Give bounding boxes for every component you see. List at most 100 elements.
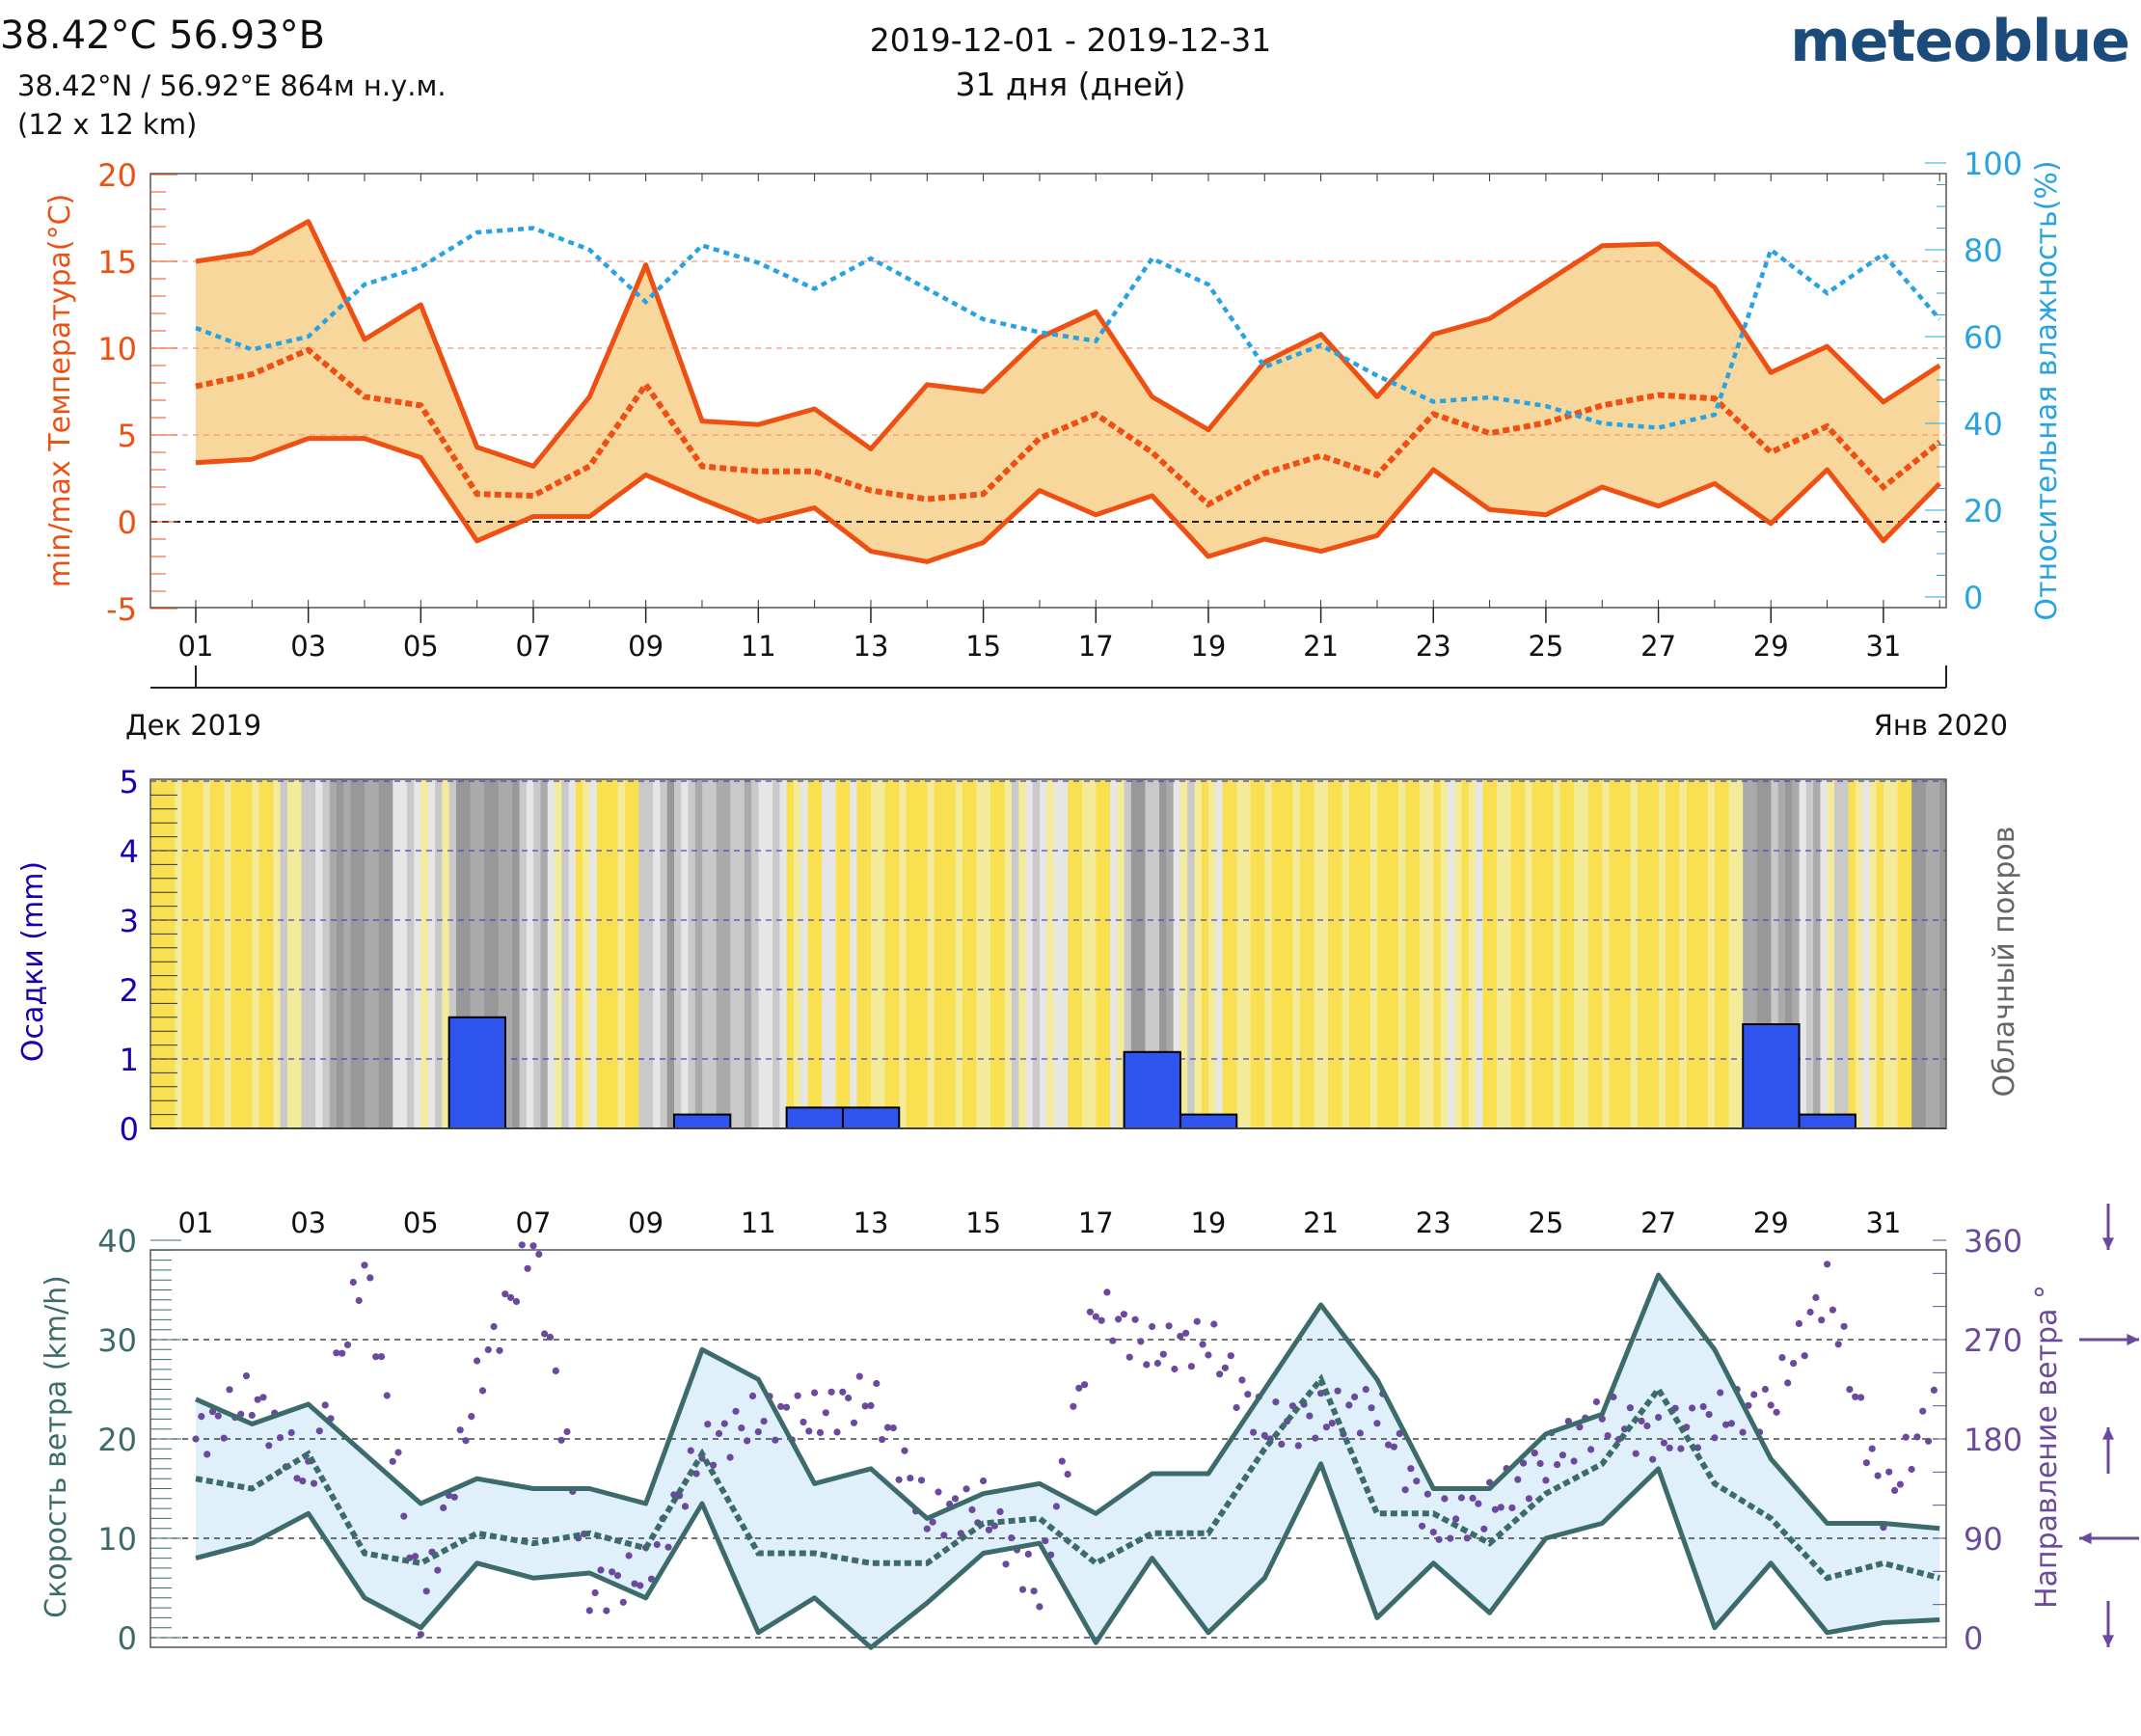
cloud-cover-strip [948,779,957,1128]
wind-direction-dot [1334,1387,1342,1395]
cloud-cover-strip [196,779,203,1128]
wind-direction-dot [1750,1391,1758,1398]
cloud-axis-title: Облачный покров [1988,827,2021,1098]
cloud-cover-strip [1890,779,1899,1128]
cloud-cover-strip [1320,779,1329,1128]
wind-direction-dot [1666,1444,1673,1451]
wind-direction-dot [1058,1457,1066,1465]
direction-tick-label: 270 [1964,1322,2022,1359]
cloud-cover-strip [1194,779,1203,1128]
wind-direction-dot [1711,1434,1719,1442]
wind-x-tick-label: 29 [1753,1207,1789,1239]
wind-direction-dot [422,1587,430,1595]
cloud-cover-strip [1566,779,1575,1128]
wind-direction-dot [1260,1431,1268,1439]
cloud-cover-strip [941,779,949,1128]
cloud-cover-strip [1756,779,1765,1128]
cloud-cover-strip [1068,779,1076,1128]
wind-direction-dot [951,1495,960,1503]
wind-direction-dot [923,1525,931,1533]
wind-min-line [195,1461,1940,1650]
wind-x-tick-label: 25 [1528,1207,1563,1239]
cloud-cover-strip [252,779,260,1128]
wind-direction-dot [372,1353,380,1361]
wind-direction-dot [1312,1434,1319,1442]
wind-direction-dot [901,1447,908,1454]
cloud-cover-strip [1848,779,1856,1128]
wind-direction-dot [748,1392,757,1399]
wind-direction-dot [1778,1354,1786,1362]
wind-direction-dot [321,1401,329,1409]
cloud-cover-strip [1074,779,1083,1128]
wind-direction-dot [1852,1393,1859,1400]
cloud-cover-strip [955,779,963,1128]
cloud-cover-strip [175,779,183,1128]
humidity-axis-title: Относительная влажность(%) [2030,160,2064,620]
wind-x-tick-label: 31 [1865,1207,1901,1239]
wind-direction-dot [552,1367,559,1374]
cloud-cover-strip [1391,779,1399,1128]
cloud-cover-strip [1862,779,1870,1128]
wind-direction-dot [777,1402,785,1410]
cloud-cover-strip [442,779,450,1128]
wind-direction-dot [1525,1495,1532,1503]
direction-tick-label: 0 [1964,1620,1983,1657]
wind-direction-dot [440,1504,447,1511]
coordinates-text: 38.42°N / 56.92°E 864м н.у.м. [17,69,447,102]
wind-direction-dot [339,1349,346,1357]
cloud-cover-strip [414,779,421,1128]
x-tick-label: 09 [628,630,664,663]
cloud-cover-strip [1525,779,1533,1128]
wind-x-tick-label: 05 [403,1207,439,1239]
wind-direction-dot [1885,1468,1893,1476]
cloud-cover-strip [209,779,218,1128]
cloud-cover-strip [632,779,640,1128]
cloud-cover-strip [1454,779,1463,1128]
wind-direction-dot [1508,1504,1516,1511]
wind-direction-dot [1250,1428,1258,1436]
x-tick-label: 11 [741,630,776,663]
cloud-cover-strip [1124,779,1132,1128]
cloud-cover-strip [1615,779,1624,1128]
cloud-cover-strip [1715,779,1722,1128]
cloud-cover-strip [906,779,914,1128]
wind-direction-dot [1626,1404,1634,1412]
wind-direction-dot [962,1485,970,1493]
wind-tick-label: 10 [97,1521,137,1558]
precip-plot-frame [149,778,1947,1129]
cloud-cover-strip [1679,779,1688,1128]
precip-bar [672,1113,732,1129]
precip-axis-title: Осадки (mm) [16,861,50,1062]
cloud-cover-strip [1771,779,1779,1128]
wind-direction-dot [670,1491,678,1499]
cloud-cover-strip [1025,779,1034,1128]
precip-tick-label: 1 [120,1042,139,1078]
wind-direction-dot [1801,1352,1808,1360]
wind-direction-dot [507,1293,515,1301]
wind-direction-dot [1902,1433,1910,1441]
humidity-tick-label: 40 [1964,406,2003,443]
cloud-cover-strip [758,779,767,1128]
x-tick-label: 25 [1528,630,1563,663]
wind-direction-dot [738,1424,745,1432]
wind-direction-dot [198,1413,205,1421]
cloud-cover-strip [779,779,788,1128]
cloud-cover-strip [512,779,521,1128]
cloud-cover-strip [1152,779,1160,1128]
x-tick-label: 13 [854,630,889,663]
wind-direction-dot [1159,1350,1167,1358]
wind-direction-dot [400,1512,408,1520]
wind-direction-dot [434,1566,442,1574]
cloud-cover-strip [673,779,682,1128]
cloud-cover-strip [934,779,942,1128]
cloud-cover-strip [519,779,528,1128]
wind-direction-dot [383,1392,391,1399]
cloud-cover-strip [1939,779,1946,1128]
cloud-cover-strip [1102,779,1111,1128]
wind-direction-dot [287,1428,295,1437]
wind-direction-dot [355,1296,363,1305]
cloud-cover-strip [1440,779,1449,1128]
wind-direction-dot [1531,1450,1538,1457]
wind-direction-dot [1554,1461,1561,1469]
cloud-cover-strip [329,779,338,1128]
